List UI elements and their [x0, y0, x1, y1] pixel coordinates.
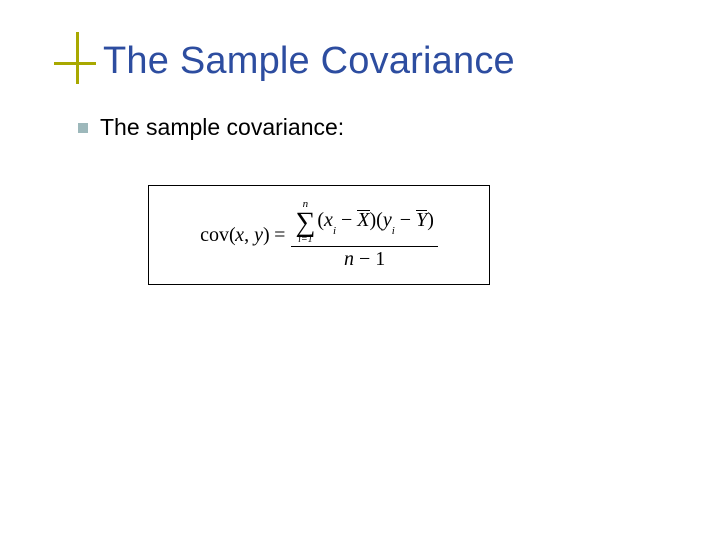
sigma-symbol: ∑ [295, 210, 315, 235]
denominator: n − 1 [340, 247, 389, 272]
minus-2: − [395, 209, 416, 231]
summation-icon: n ∑ i=1 [295, 199, 315, 245]
var-xi: x [324, 209, 333, 231]
numerator-expression: (xi − X)(yi − Y) [317, 209, 434, 235]
formula-lhs: cov(x, y) = [200, 224, 291, 247]
sub-i-1: i [333, 225, 336, 237]
arg-y: y [254, 224, 263, 246]
denom-minus: − [354, 248, 375, 270]
func-name: cov [200, 224, 229, 246]
paren-close-2: ) [427, 209, 434, 231]
accent-line-horizontal [54, 62, 96, 65]
numerator: n ∑ i=1 (xi − X)(yi − Y) [291, 198, 437, 246]
bullet-item: The sample covariance: [78, 114, 344, 141]
formula-box: cov(x, y) = n ∑ i=1 (xi − X)(yi − Y) [148, 185, 490, 285]
slide-title: The Sample Covariance [103, 40, 515, 83]
comma: , [244, 224, 249, 246]
slide: The Sample Covariance The sample covaria… [0, 0, 720, 540]
fraction: n ∑ i=1 (xi − X)(yi − Y) n − 1 [291, 198, 437, 272]
minus-1: − [336, 209, 357, 231]
sub-i-2: i [392, 225, 395, 237]
equals-sign: = [269, 224, 285, 246]
arg-x: x [235, 224, 244, 246]
bullet-square-icon [78, 123, 88, 133]
paren-open-2: ( [376, 209, 383, 231]
bullet-text: The sample covariance: [100, 114, 344, 141]
sum-lower: i=1 [298, 235, 313, 245]
accent-line-vertical [76, 32, 79, 84]
var-yi: y [383, 209, 392, 231]
denom-one: 1 [375, 248, 385, 270]
covariance-formula: cov(x, y) = n ∑ i=1 (xi − X)(yi − Y) [200, 198, 438, 272]
x-bar: X [357, 209, 369, 231]
denom-n: n [344, 248, 354, 270]
y-bar: Y [416, 209, 427, 231]
